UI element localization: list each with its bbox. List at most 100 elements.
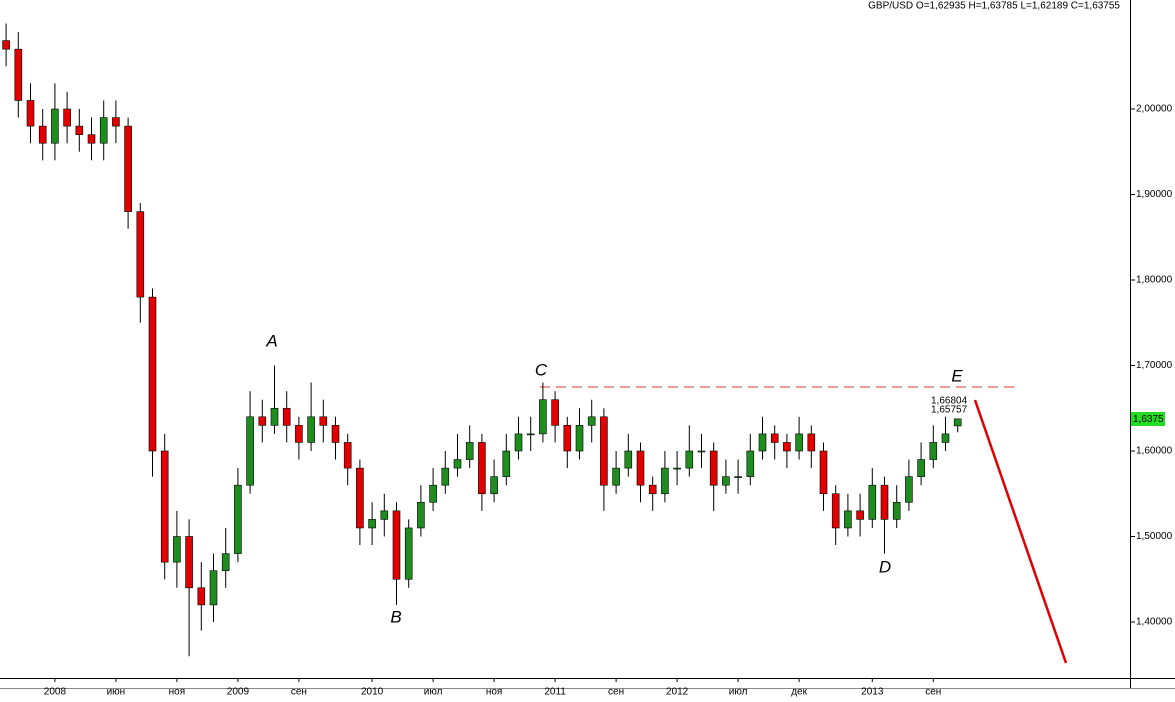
- candle-body: [587, 416, 596, 426]
- wave-label: D: [879, 557, 891, 576]
- candle-body: [612, 467, 620, 486]
- candle-body: [575, 425, 584, 452]
- candle-body: [734, 476, 742, 478]
- candle-body: [26, 100, 35, 127]
- y-tick-label: 1,90000: [1136, 189, 1173, 200]
- candle-body: [234, 484, 242, 554]
- candle-body: [770, 433, 779, 443]
- price-label: 1,65757: [931, 405, 968, 416]
- x-tick-label: 2010: [361, 687, 384, 698]
- candle-body: [404, 527, 413, 580]
- candle-body: [429, 484, 437, 503]
- candle-body: [136, 211, 145, 298]
- candle-body: [807, 433, 816, 452]
- candle-body: [697, 450, 706, 453]
- y-tick-label: 1,80000: [1136, 275, 1173, 286]
- x-tick-label: ноя: [486, 687, 503, 698]
- candle-body: [636, 450, 645, 486]
- candle-body: [490, 476, 498, 495]
- x-tick-label: 2012: [666, 687, 689, 698]
- candle-body: [929, 442, 938, 460]
- candle-body: [661, 467, 669, 495]
- candle-body: [624, 450, 633, 469]
- candle-body: [917, 459, 925, 477]
- y-tick-label: 1,50000: [1136, 531, 1173, 542]
- candle-body: [831, 493, 840, 529]
- candle-body: [465, 442, 474, 460]
- candle-body: [124, 125, 132, 212]
- candle-body: [14, 48, 23, 101]
- projection-line: [973, 399, 1068, 664]
- candle-body: [746, 450, 755, 477]
- candle-body: [941, 433, 950, 443]
- price-label: 1,66804: [931, 396, 968, 407]
- candle-body: [844, 510, 852, 529]
- y-tick-label: 2,00000: [1136, 104, 1173, 115]
- y-tick-label: 1,70000: [1136, 360, 1173, 371]
- candle-body: [246, 416, 254, 486]
- candle-body: [709, 450, 718, 486]
- candle-body: [673, 467, 681, 470]
- y-tick-label: 1,40000: [1136, 617, 1173, 628]
- x-tick-label: дек: [791, 687, 807, 698]
- candle-body: [795, 433, 803, 452]
- candle-body: [282, 407, 291, 426]
- candle-body: [148, 296, 157, 452]
- candle-body: [75, 125, 84, 135]
- candle-body: [502, 450, 511, 477]
- candle-body: [453, 459, 462, 469]
- candle-body: [868, 484, 877, 520]
- candle-body: [600, 416, 608, 486]
- candle-body: [953, 418, 962, 427]
- candle-body: [417, 502, 425, 529]
- candle-body: [51, 108, 59, 144]
- chart-title: GBP/USD O=1,62935 H=1,63785 L=1,62189 C=…: [868, 1, 1120, 12]
- x-tick-label: ноя: [169, 687, 186, 698]
- current-price-label: 1,6375: [1133, 414, 1164, 425]
- x-tick-label: июл: [729, 687, 748, 698]
- candle-body: [343, 442, 352, 469]
- candle-body: [2, 40, 10, 50]
- candle-body: [563, 425, 572, 452]
- x-tick-label: 2013: [861, 687, 884, 698]
- candle-body: [258, 416, 267, 426]
- candle-body: [819, 450, 828, 495]
- current-price-box: [1131, 412, 1165, 426]
- candle-body: [892, 502, 901, 520]
- candle-body: [783, 442, 791, 452]
- candle-body: [856, 510, 864, 520]
- candle-body: [648, 484, 657, 495]
- candle-body: [441, 467, 450, 486]
- candle-body: [63, 108, 71, 127]
- candle-body: [478, 442, 486, 495]
- y-tick-label: 1,60000: [1136, 446, 1173, 457]
- candle-body: [173, 536, 181, 563]
- candle-body: [539, 399, 547, 435]
- x-tick-label: июн: [107, 687, 126, 698]
- candle-body: [319, 416, 328, 426]
- x-tick-label: 2011: [544, 687, 566, 698]
- candle-body: [112, 117, 120, 127]
- wave-label: E: [951, 366, 963, 385]
- x-tick-label: июл: [424, 687, 443, 698]
- candle-body: [331, 425, 340, 443]
- candle-body: [380, 510, 389, 520]
- x-tick-label: 2009: [227, 687, 250, 698]
- candle-body: [295, 425, 303, 443]
- candle-body: [270, 407, 279, 426]
- x-tick-label: 2008: [44, 687, 67, 698]
- candle-body: [87, 134, 96, 144]
- candle-body: [758, 433, 767, 452]
- candle-body: [38, 125, 47, 144]
- x-tick-label: сен: [291, 687, 307, 698]
- candle-body: [685, 450, 694, 469]
- candle-body: [905, 476, 913, 503]
- x-tick-label: сен: [608, 687, 624, 698]
- candle-body: [880, 484, 889, 520]
- x-tick-label: сен: [925, 687, 941, 698]
- candle-body: [209, 570, 218, 606]
- candle-body: [368, 519, 376, 529]
- candle-body: [514, 433, 523, 452]
- wave-label: A: [265, 331, 277, 350]
